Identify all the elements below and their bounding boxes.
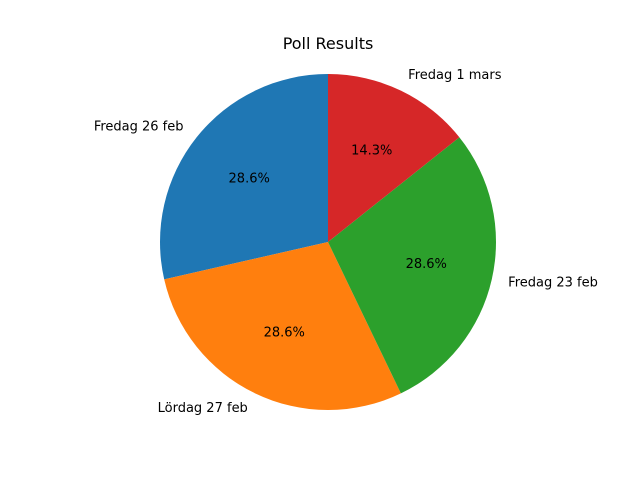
slice-label-fredag-23-feb: Fredag 23 feb [508,276,598,291]
pct-label-fredag-26-feb: 28.6% [229,172,270,187]
pie-slice-fredag-26-feb [159,74,328,280]
pie-slice-fredag-23-feb [328,137,497,394]
chart-title: Poll Results [283,34,374,53]
pct-label-fredag-1-mars: 14.3% [351,144,392,159]
pie-slice-fredag-1-mars [328,74,460,242]
slice-label-fredag-26-feb: Fredag 26 feb [94,119,184,134]
pct-label-fredag-23-feb: 28.6% [406,257,447,272]
pct-label-l-rdag-27-feb: 28.6% [264,325,305,340]
pie-slice-l-rdag-27-feb [164,242,401,410]
slice-label-l-rdag-27-feb: Lördag 27 feb [158,401,248,416]
pie-labels: 28.6% Fredag 26 feb 28.6% Lördag 27 feb 28.6… [94,68,598,416]
slice-label-fredag-1-mars: Fredag 1 mars [408,68,502,83]
pie-slices [159,74,497,410]
